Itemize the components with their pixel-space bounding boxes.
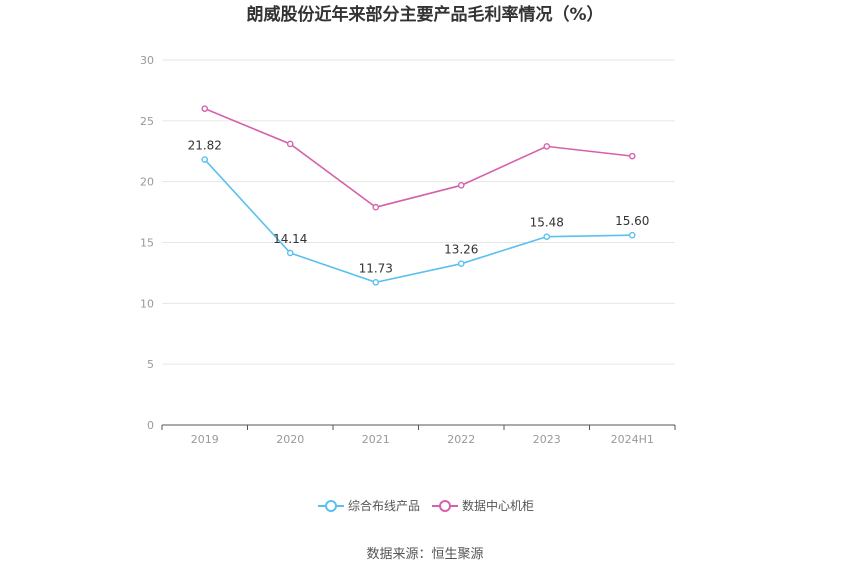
data-label: 15.48 [530, 216, 564, 230]
source-note: 数据来源：恒生聚源 [366, 547, 483, 562]
data-point[interactable] [457, 182, 465, 189]
data-point[interactable] [372, 203, 380, 211]
data-label: 14.14 [273, 232, 307, 246]
chart-title: 朗威股份近年来部分主要产品毛利率情况（%） [246, 4, 603, 25]
data-point[interactable] [628, 152, 636, 160]
legend-item-0[interactable]: 综合布线产品 [318, 498, 420, 513]
data-label: 13.26 [444, 243, 478, 257]
x-tick-label: 2023 [533, 433, 561, 446]
data-point[interactable] [457, 260, 465, 267]
legend-label: 数据中心机柜 [462, 498, 534, 513]
data-point[interactable] [543, 233, 551, 240]
series-layer: 21.82 14.14 11.73 13.26 15.48 15.60 [188, 105, 649, 286]
data-label: 21.82 [188, 139, 222, 153]
series-0: 21.82 14.14 11.73 13.26 15.48 15.60 [188, 139, 649, 286]
y-tick-label: 25 [140, 115, 154, 128]
legend[interactable]: 综合布线产品 数据中心机柜 [318, 498, 534, 513]
x-tick-label: 2022 [447, 433, 475, 446]
x-axis: 2019 2020 2021 2022 2023 2024H1 [161, 424, 676, 446]
series-line [204, 158, 633, 284]
data-point[interactable] [543, 143, 551, 150]
legend-item-1[interactable]: 数据中心机柜 [432, 498, 534, 513]
y-tick-label: 20 [140, 176, 154, 189]
data-point[interactable] [286, 249, 294, 257]
data-point[interactable] [286, 140, 294, 148]
data-label: 11.73 [359, 261, 393, 275]
data-point[interactable] [201, 105, 209, 112]
data-label: 15.60 [615, 214, 649, 228]
data-point[interactable] [628, 231, 636, 239]
x-tick-label: 2021 [362, 433, 390, 446]
data-point[interactable] [201, 156, 209, 163]
legend-marker [439, 500, 451, 512]
x-tick-label: 2024H1 [611, 433, 654, 446]
grid [162, 59, 675, 365]
x-tick-label: 2020 [276, 433, 304, 446]
y-tick-label: 5 [147, 358, 154, 371]
data-point[interactable] [372, 278, 380, 286]
series-1 [201, 105, 636, 211]
legend-marker [325, 500, 337, 512]
legend-label: 综合布线产品 [348, 498, 420, 513]
y-tick-label: 10 [140, 297, 154, 310]
series-line [204, 107, 633, 209]
y-axis: 0 5 10 15 20 25 30 [140, 54, 154, 432]
y-tick-label: 30 [140, 54, 154, 67]
y-tick-label: 15 [140, 237, 154, 250]
y-tick-label: 0 [147, 419, 154, 432]
x-tick-label: 2019 [191, 433, 219, 446]
